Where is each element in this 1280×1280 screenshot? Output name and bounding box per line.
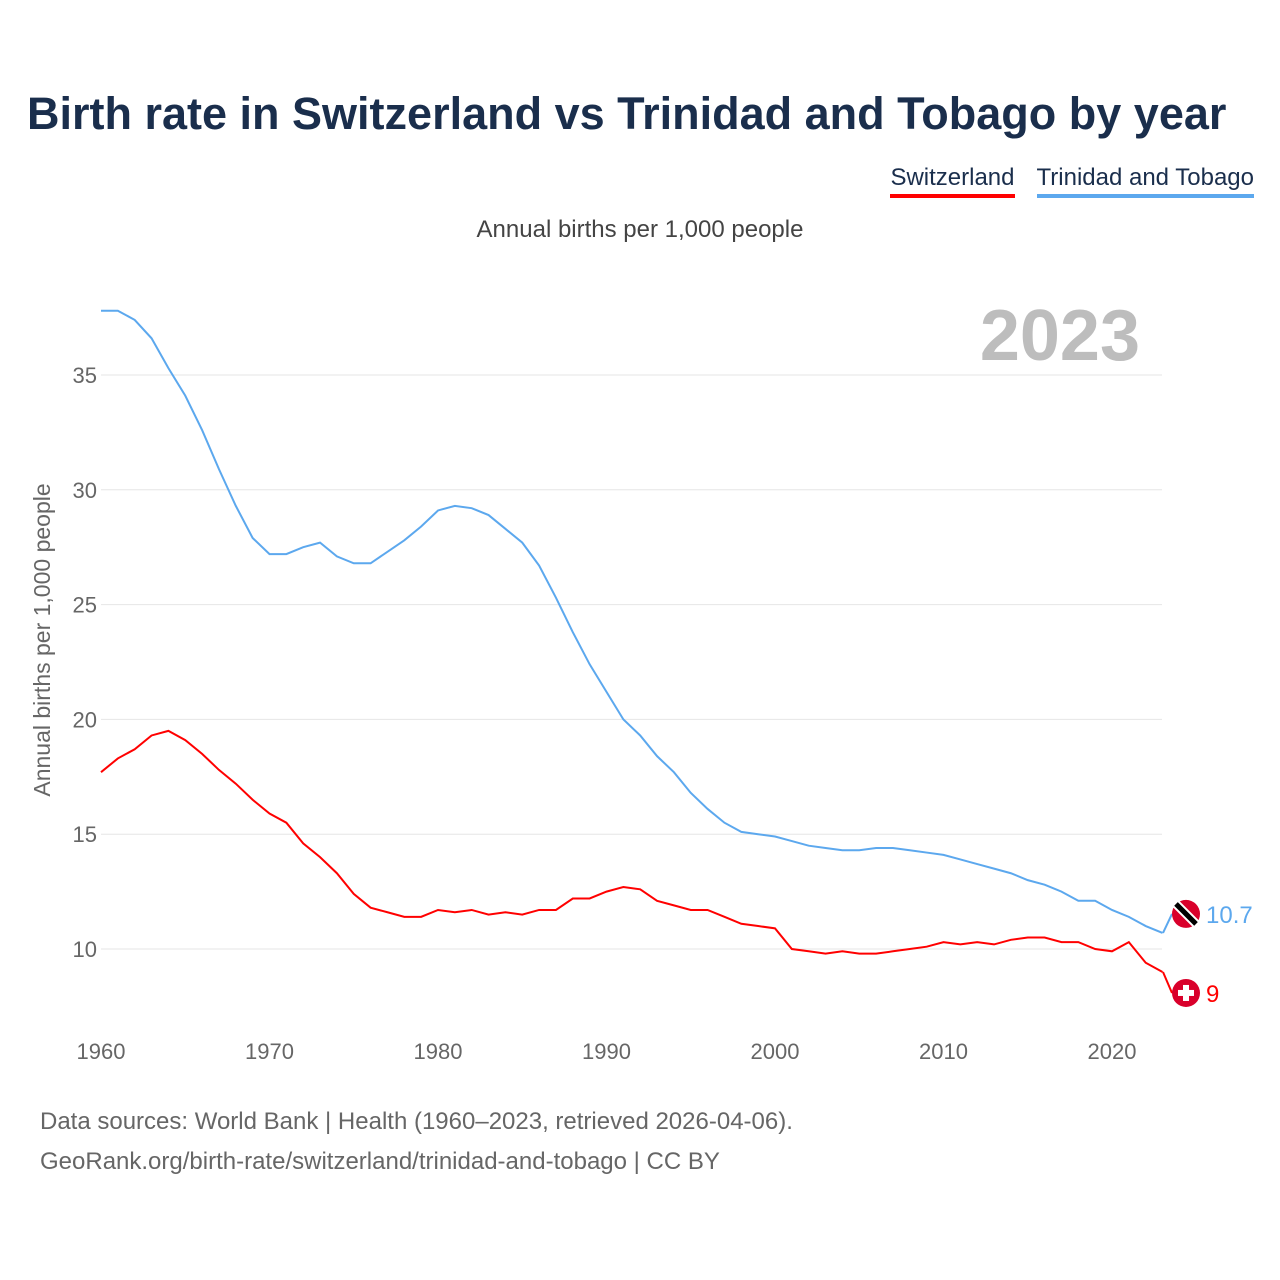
year-watermark: 2023	[980, 296, 1140, 376]
chart-title: Birth rate in Switzerland vs Trinidad an…	[27, 88, 1227, 139]
x-tick-label: 1970	[245, 1039, 294, 1064]
series-line-1	[101, 309, 1163, 934]
series-line-0	[100, 729, 1164, 973]
x-tick-label: 2010	[919, 1039, 968, 1064]
x-tick-label: 1990	[582, 1039, 631, 1064]
footer-sources: Data sources: World Bank | Health (1960–…	[40, 1108, 793, 1135]
flag-stripe	[1174, 902, 1198, 926]
x-tick-label: 2000	[751, 1039, 800, 1064]
flag-cross	[1183, 984, 1189, 1001]
legend-switzerland[interactable]: Switzerland	[890, 164, 1015, 198]
footer-link[interactable]: GeoRank.org/birth-rate/switzerland/trini…	[40, 1148, 720, 1175]
chart-subtitle: Annual births per 1,000 people	[476, 216, 804, 243]
y-tick-label: 20	[73, 707, 97, 732]
y-tick-label: 10	[73, 937, 97, 962]
x-tick-label: 2020	[1088, 1039, 1137, 1064]
y-tick-label: 25	[73, 593, 97, 618]
y-axis-label: Annual births per 1,000 people	[29, 483, 55, 796]
end-value-label: 10.7	[1206, 902, 1253, 929]
end-connector	[1162, 913, 1173, 934]
x-tick-label: 1980	[414, 1039, 463, 1064]
x-tick-label: 1960	[77, 1039, 126, 1064]
legend-trinidad[interactable]: Trinidad and Tobago	[1036, 164, 1254, 198]
legend: Switzerland Trinidad and Tobago	[890, 164, 1254, 198]
end-value-label: 9	[1206, 981, 1219, 1008]
end-connector	[1162, 971, 1173, 994]
y-tick-label: 30	[73, 478, 97, 503]
y-tick-label: 15	[73, 822, 97, 847]
y-tick-label: 35	[73, 363, 97, 388]
